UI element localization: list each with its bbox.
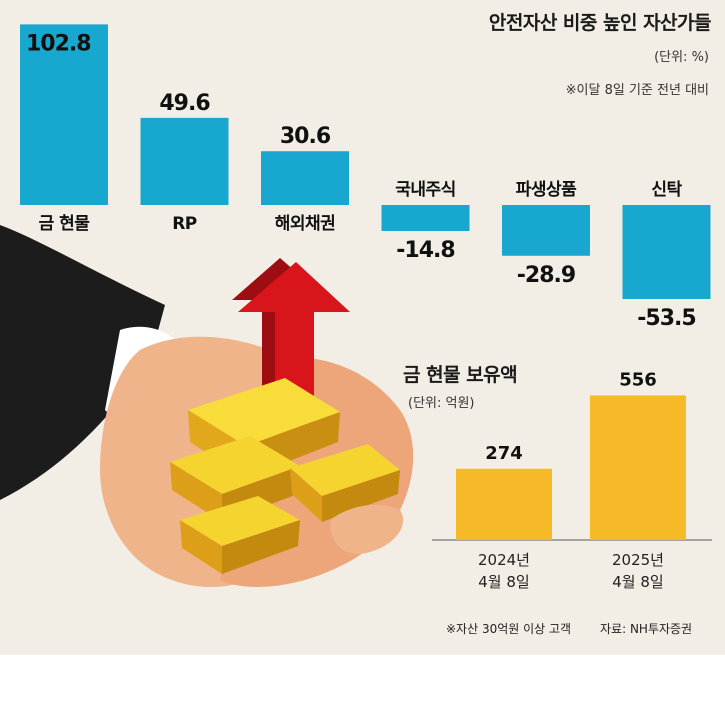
- category-label-0: 금 현물: [39, 214, 91, 234]
- category-label-4: 파생상품: [516, 180, 577, 200]
- category-label-5: 신탁: [651, 180, 682, 200]
- up-arrow: [238, 262, 350, 440]
- value-label-3: -14.8: [396, 238, 454, 263]
- right-fingers: [330, 504, 404, 554]
- gold-bars-hands-illustration: [0, 225, 414, 587]
- value-label-1: 49.6: [159, 91, 210, 116]
- sub-chart-unit: (단위: 억원): [408, 396, 475, 411]
- bar-5: [622, 205, 711, 299]
- gold-bar-side: [290, 468, 322, 522]
- holdings-bar-chart: 274 2024년 4월 8일 556 2025년 4월 8일: [432, 369, 712, 591]
- value-label-4: -28.9: [517, 263, 575, 288]
- gold-bar-side: [170, 462, 222, 522]
- main-bar-chart: 102.8 금 현물 49.6 RP 30.6 해외채권 -14.8 국내주식 -28.9 파생상…: [20, 24, 711, 331]
- chart-title: 안전자산 비중 높인 자산가들: [488, 12, 712, 34]
- value-label-0: 102.8: [26, 31, 91, 56]
- bar-0: [20, 24, 108, 205]
- sub-category-label-1-1: 4월 8일: [612, 573, 663, 591]
- gold-bar: [170, 436, 300, 494]
- sub-value-label-0: 274: [485, 443, 523, 464]
- chart-unit: (단위: %): [654, 50, 709, 65]
- gold-bar: [290, 444, 400, 496]
- gold-bar-side: [180, 520, 222, 574]
- gold-bar-end: [222, 520, 300, 574]
- bar-4: [502, 205, 590, 256]
- category-label-1: RP: [172, 214, 197, 234]
- value-label-2: 30.6: [280, 124, 331, 149]
- gold-bar: [188, 378, 340, 446]
- value-label-5: -53.5: [637, 306, 695, 331]
- sub-category-label-0-0: 2024년: [478, 551, 530, 569]
- bar-3: [381, 205, 470, 232]
- category-label-3: 국내주식: [395, 180, 456, 200]
- bar-2: [261, 151, 349, 205]
- gold-bar: [180, 496, 300, 546]
- gold-bar-end: [322, 470, 400, 522]
- category-label-2: 해외채권: [275, 214, 336, 234]
- sub-category-label-1-0: 2025년: [612, 551, 664, 569]
- sub-chart-title: 금 현물 보유액: [403, 364, 518, 386]
- sub-bar-0: [456, 468, 552, 540]
- sub-category-label-0-1: 4월 8일: [478, 573, 529, 591]
- source-label: 자료: NH투자증권: [600, 622, 693, 636]
- sub-value-label-1: 556: [619, 369, 657, 390]
- infographic: 102.8 금 현물 49.6 RP 30.6 해외채권 -14.8 국내주식 -28.9 파생상…: [0, 0, 725, 655]
- footnote: ※자산 30억원 이상 고객: [446, 622, 572, 636]
- sub-bar-1: [590, 395, 686, 540]
- chart-note: ※이달 8일 기준 전년 대비: [565, 83, 709, 98]
- bar-1: [140, 117, 229, 205]
- left-sleeve: [0, 225, 165, 500]
